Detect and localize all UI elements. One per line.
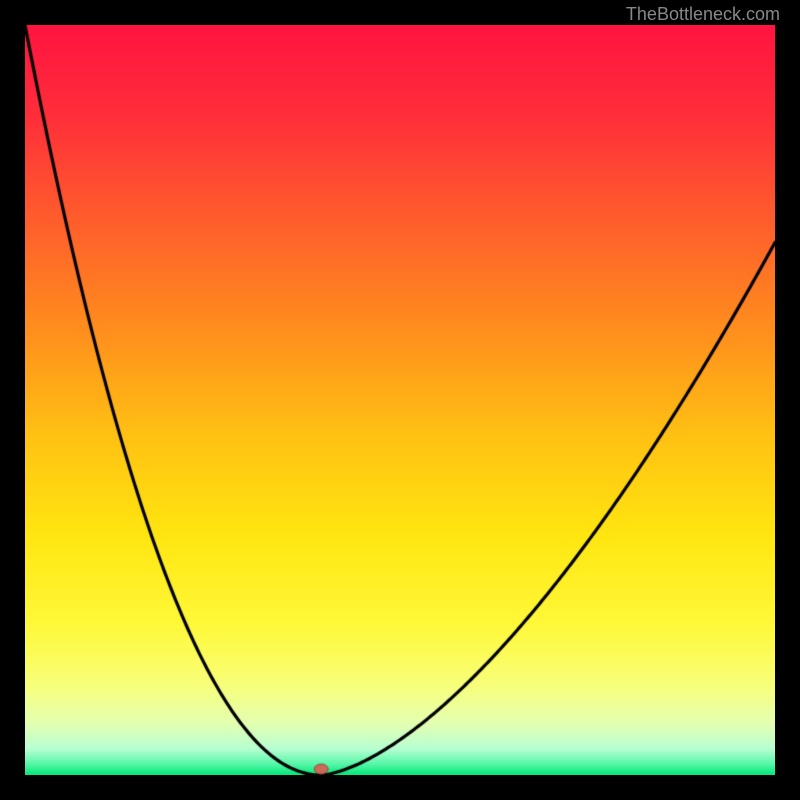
watermark-text: TheBottleneck.com (626, 4, 780, 25)
bottleneck-curve (25, 25, 775, 775)
plot-area (25, 25, 775, 775)
chart-container: TheBottleneck.com (0, 0, 800, 800)
